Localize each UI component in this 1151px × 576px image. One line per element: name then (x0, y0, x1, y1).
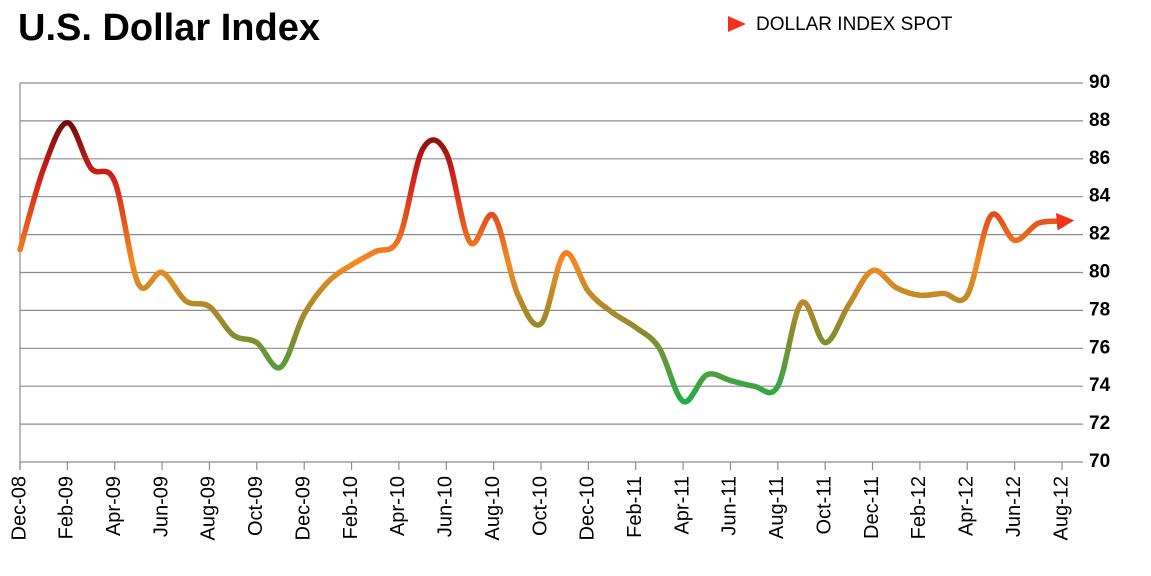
x-tick-label: Dec-10 (577, 476, 599, 540)
x-tick-label: Feb-09 (56, 476, 78, 539)
x-tick-label: Dec-09 (292, 476, 314, 540)
x-tick-label: Feb-10 (340, 476, 362, 539)
x-tick-label: Jun-11 (719, 476, 741, 536)
x-tick-label: Aug-12 (1050, 476, 1072, 541)
x-tick-label: Jun-12 (1003, 476, 1025, 537)
x-tick-label: Oct-11 (813, 476, 835, 535)
y-tick-label: 90 (1089, 72, 1110, 93)
y-tick-label: 84 (1089, 186, 1111, 207)
x-tick-label: Jun-09 (150, 476, 172, 537)
x-tick-label: Oct-10 (529, 476, 551, 536)
x-tick-label: Aug-09 (198, 476, 220, 541)
data-line (17, 120, 1075, 405)
y-tick-label: 70 (1089, 451, 1110, 472)
y-tick-label: 78 (1089, 299, 1110, 320)
x-tick-label: Jun-10 (435, 476, 457, 537)
x-tick-label: Apr-12 (956, 476, 978, 536)
chart-title: U.S. Dollar Index (18, 7, 320, 49)
x-tick-label: Apr-11 (671, 476, 693, 535)
x-tick-label: Apr-10 (387, 476, 409, 536)
y-tick-label: 74 (1089, 375, 1111, 396)
legend: DOLLAR INDEX SPOT (695, 14, 953, 35)
x-tick-label: Oct-09 (245, 476, 267, 536)
y-tick-label: 82 (1089, 224, 1110, 245)
x-tick-label: Aug-11 (766, 476, 788, 539)
y-tick-label: 76 (1089, 337, 1110, 358)
y-tick-label: 72 (1089, 413, 1110, 434)
y-tick-label: 88 (1089, 110, 1110, 131)
x-tick-label: Dec-11 (861, 476, 883, 539)
y-tick-label: 86 (1089, 148, 1110, 169)
x-tick-label: Dec-08 (8, 476, 30, 540)
legend-arrow (728, 16, 746, 32)
x-tick-label: Apr-09 (103, 476, 125, 536)
x-tick-label: Aug-10 (482, 476, 504, 541)
x-tick-label: Feb-11 (624, 476, 646, 538)
y-tick-label: 80 (1089, 262, 1110, 283)
legend-label: DOLLAR INDEX SPOT (756, 14, 953, 35)
x-tick-label: Feb-12 (908, 476, 930, 539)
